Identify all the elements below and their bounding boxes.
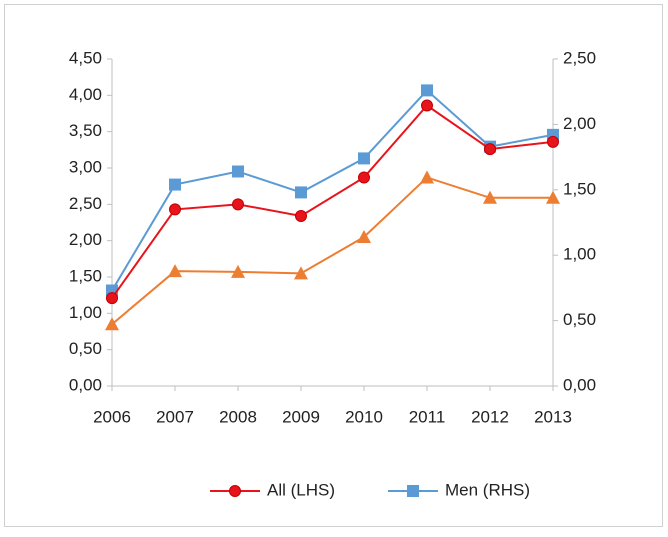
marker [106, 292, 118, 305]
y-tick-label: 3,50 [69, 121, 102, 140]
legend-label: All (LHS) [267, 480, 335, 499]
series-line [111, 176, 553, 325]
y-tick-label: 4,00 [69, 85, 102, 104]
y-tick-label: 3,00 [69, 157, 102, 176]
marker [295, 209, 307, 222]
series-line [111, 88, 554, 292]
marker [229, 485, 241, 497]
marker [546, 190, 560, 204]
series-line [111, 104, 554, 299]
y2-tick-label: 0,50 [563, 310, 596, 329]
marker [169, 178, 181, 191]
marker [483, 190, 497, 204]
y-tick-label: 2,50 [69, 194, 102, 213]
marker [407, 485, 420, 497]
y2-tick-label: 2,50 [563, 48, 596, 67]
y-tick-label: 4,50 [69, 48, 102, 67]
x-tick-label: 2012 [471, 407, 509, 426]
y-tick-label: 0,00 [69, 375, 102, 394]
x-tick-label: 2010 [345, 407, 383, 426]
y2-tick-label: 1,50 [563, 179, 596, 198]
y2-tick-label: 0,00 [563, 375, 596, 394]
marker [358, 171, 370, 184]
y-tick-label: 1,00 [69, 303, 102, 322]
marker [232, 198, 244, 211]
x-tick-label: 2013 [534, 407, 572, 426]
marker [168, 264, 182, 278]
x-tick-label: 2006 [93, 407, 131, 426]
x-tick-label: 2007 [156, 407, 194, 426]
marker [294, 266, 308, 280]
marker [484, 143, 496, 156]
y-tick-label: 2,00 [69, 230, 102, 249]
marker [169, 203, 181, 216]
x-tick-label: 2009 [282, 407, 320, 426]
marker [358, 152, 370, 165]
chart-border [4, 4, 663, 527]
y-tick-label: 0,50 [69, 339, 102, 358]
marker [420, 170, 434, 184]
x-tick-label: 2008 [219, 407, 257, 426]
marker [295, 186, 307, 199]
y-tick-label: 1,50 [69, 266, 102, 285]
marker [231, 264, 245, 278]
x-tick-label: 2011 [409, 407, 446, 426]
y2-tick-label: 2,00 [563, 114, 596, 133]
marker [105, 317, 119, 331]
marker [357, 230, 371, 244]
legend-label: Men (RHS) [445, 480, 530, 499]
marker [232, 165, 244, 178]
y2-tick-label: 1,00 [563, 245, 596, 264]
marker [547, 135, 559, 148]
marker [421, 84, 433, 97]
marker [421, 99, 433, 112]
